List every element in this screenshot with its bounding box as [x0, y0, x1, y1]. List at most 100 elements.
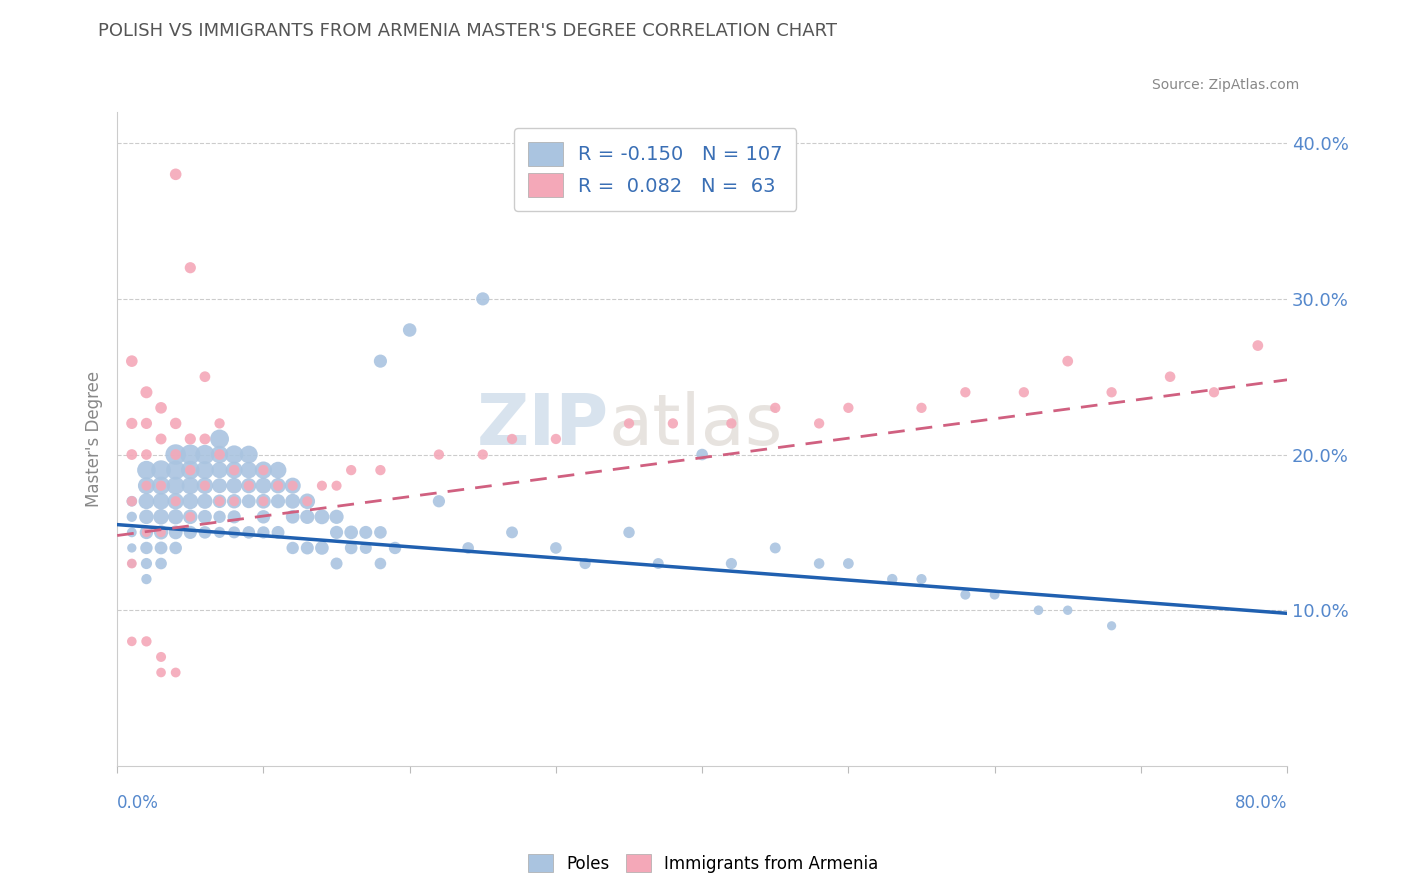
- Point: [837, 401, 859, 415]
- Point: [370, 525, 392, 540]
- Point: [252, 463, 274, 477]
- Point: [340, 525, 363, 540]
- Point: [354, 541, 377, 555]
- Point: [370, 463, 392, 477]
- Y-axis label: Master's Degree: Master's Degree: [86, 371, 103, 507]
- Point: [194, 525, 217, 540]
- Point: [194, 494, 217, 508]
- Point: [1056, 354, 1078, 368]
- Point: [238, 525, 260, 540]
- Point: [354, 525, 377, 540]
- Point: [297, 494, 319, 508]
- Point: [267, 478, 290, 492]
- Point: [194, 448, 217, 462]
- Point: [121, 634, 143, 648]
- Point: [238, 478, 260, 492]
- Point: [297, 509, 319, 524]
- Point: [252, 494, 274, 508]
- Point: [1202, 385, 1225, 400]
- Point: [208, 509, 231, 524]
- Point: [1159, 369, 1181, 384]
- Point: [135, 448, 157, 462]
- Point: [224, 494, 246, 508]
- Point: [179, 463, 201, 477]
- Point: [165, 525, 187, 540]
- Point: [224, 494, 246, 508]
- Point: [208, 448, 231, 462]
- Point: [238, 448, 260, 462]
- Point: [808, 417, 831, 431]
- Point: [808, 557, 831, 571]
- Point: [224, 448, 246, 462]
- Point: [150, 557, 173, 571]
- Point: [501, 432, 523, 446]
- Point: [281, 541, 304, 555]
- Point: [311, 509, 333, 524]
- Text: 80.0%: 80.0%: [1234, 795, 1286, 813]
- Point: [121, 417, 143, 431]
- Point: [135, 634, 157, 648]
- Point: [165, 417, 187, 431]
- Text: Source: ZipAtlas.com: Source: ZipAtlas.com: [1152, 78, 1299, 93]
- Point: [457, 541, 479, 555]
- Point: [208, 417, 231, 431]
- Point: [150, 649, 173, 664]
- Point: [471, 292, 494, 306]
- Point: [297, 494, 319, 508]
- Point: [544, 432, 567, 446]
- Point: [370, 557, 392, 571]
- Point: [150, 525, 173, 540]
- Point: [910, 401, 932, 415]
- Text: ZIP: ZIP: [477, 392, 609, 460]
- Point: [297, 541, 319, 555]
- Point: [165, 665, 187, 680]
- Point: [179, 448, 201, 462]
- Point: [311, 541, 333, 555]
- Point: [690, 448, 713, 462]
- Point: [194, 478, 217, 492]
- Point: [238, 494, 260, 508]
- Point: [882, 572, 904, 586]
- Point: [1028, 603, 1050, 617]
- Point: [837, 557, 859, 571]
- Point: [574, 557, 596, 571]
- Point: [135, 463, 157, 477]
- Point: [135, 478, 157, 492]
- Point: [208, 432, 231, 446]
- Point: [179, 260, 201, 275]
- Point: [224, 525, 246, 540]
- Point: [135, 525, 157, 540]
- Point: [238, 463, 260, 477]
- Point: [121, 525, 143, 540]
- Point: [150, 665, 173, 680]
- Point: [955, 385, 977, 400]
- Point: [121, 557, 143, 571]
- Point: [252, 478, 274, 492]
- Point: [121, 448, 143, 462]
- Point: [384, 541, 406, 555]
- Point: [617, 417, 640, 431]
- Point: [763, 401, 786, 415]
- Point: [370, 354, 392, 368]
- Text: 0.0%: 0.0%: [117, 795, 159, 813]
- Point: [150, 478, 173, 492]
- Point: [1247, 338, 1270, 352]
- Point: [617, 525, 640, 540]
- Point: [194, 463, 217, 477]
- Point: [150, 541, 173, 555]
- Point: [910, 572, 932, 586]
- Point: [194, 369, 217, 384]
- Point: [121, 494, 143, 508]
- Point: [194, 509, 217, 524]
- Point: [165, 448, 187, 462]
- Point: [179, 494, 201, 508]
- Point: [165, 463, 187, 477]
- Point: [427, 494, 450, 508]
- Point: [179, 463, 201, 477]
- Point: [179, 525, 201, 540]
- Point: [281, 478, 304, 492]
- Point: [194, 432, 217, 446]
- Point: [311, 478, 333, 492]
- Point: [252, 525, 274, 540]
- Point: [179, 509, 201, 524]
